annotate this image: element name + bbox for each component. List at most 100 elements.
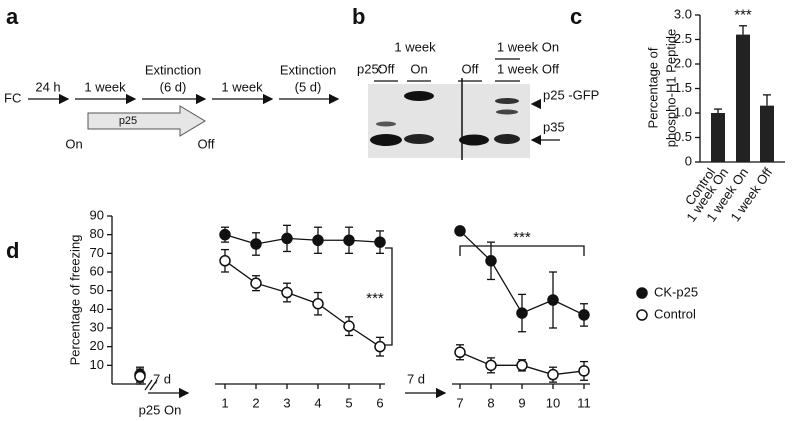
lane-label: On xyxy=(410,61,427,76)
point xyxy=(578,365,590,377)
panel-label: c xyxy=(570,4,582,29)
row-label: p25: xyxy=(357,61,382,76)
band-label: p25 -GFP xyxy=(543,87,599,102)
significance: *** xyxy=(366,290,384,307)
y-tick-label: 30 xyxy=(90,319,104,334)
x-tick-label: 5 xyxy=(345,395,352,410)
point xyxy=(281,232,293,245)
off-label: Off xyxy=(197,136,214,151)
y-tick-label: 80 xyxy=(90,226,104,241)
group-label: 1 week Off xyxy=(497,61,559,76)
x-tick-label: 11 xyxy=(577,395,591,410)
group-label: 1 week On xyxy=(497,39,559,54)
start-label: p25 On xyxy=(139,402,182,417)
x-tick-label: 3 xyxy=(283,395,290,410)
y-tick-label: 10 xyxy=(90,357,104,372)
band xyxy=(495,98,519,104)
point xyxy=(219,228,231,241)
legend-marker xyxy=(636,309,648,321)
bracket xyxy=(385,247,393,346)
point xyxy=(485,359,497,372)
point xyxy=(343,320,355,332)
point xyxy=(454,225,466,237)
point xyxy=(454,346,466,359)
band xyxy=(370,134,402,146)
y-tick-label: 2.0 xyxy=(674,55,692,70)
x-tick-label: 9 xyxy=(518,395,525,410)
y-axis-label: Percentage of xyxy=(645,47,660,128)
bracket xyxy=(459,245,585,256)
point xyxy=(134,370,146,383)
y-tick-label: 50 xyxy=(90,282,104,297)
on-label: On xyxy=(65,136,82,151)
point xyxy=(312,297,324,310)
band xyxy=(494,134,520,144)
panel-label: a xyxy=(6,4,19,29)
lane-label: Off xyxy=(377,61,394,76)
p25-arrow xyxy=(87,105,206,137)
y-tick-label: 0.5 xyxy=(674,129,692,144)
point xyxy=(516,359,528,372)
group-label: 1 week xyxy=(394,39,436,54)
y-tick-label: 70 xyxy=(90,245,104,260)
y-tick-label: 2.5 xyxy=(674,31,692,46)
point xyxy=(578,309,590,321)
bar xyxy=(760,105,774,162)
band xyxy=(404,134,434,144)
y-tick-label: 60 xyxy=(90,263,104,278)
significance: *** xyxy=(513,229,531,246)
x-tick-label: 10 xyxy=(546,395,560,410)
gap-label: 7 d xyxy=(153,371,171,386)
legend-label: Control xyxy=(654,306,696,321)
point xyxy=(281,286,293,299)
p25-label: p25 xyxy=(119,115,137,127)
step-label: Extinction xyxy=(280,62,336,77)
y-tick-label: 3.0 xyxy=(674,6,692,21)
panel-label: d xyxy=(6,238,19,263)
point xyxy=(516,307,528,319)
step-label: 1 week xyxy=(221,79,263,94)
y-tick-label: 90 xyxy=(90,207,104,222)
x-tick-label: 2 xyxy=(252,395,259,410)
series-line xyxy=(224,234,381,245)
step-label: (6 d) xyxy=(160,79,187,94)
band xyxy=(496,109,518,115)
legend-label: CK-p25 xyxy=(654,284,698,299)
band-label: p35 xyxy=(543,119,565,134)
y-tick-label: 1.5 xyxy=(674,80,692,95)
point xyxy=(374,236,386,248)
x-tick-label: 1 xyxy=(221,395,228,410)
gap-label: 7 d xyxy=(407,371,425,386)
x-tick-label: 8 xyxy=(487,395,494,410)
point xyxy=(547,368,559,381)
step-label: 24 h xyxy=(35,79,60,94)
band xyxy=(376,121,396,127)
axis-break xyxy=(144,379,158,391)
bar xyxy=(711,113,725,162)
band xyxy=(459,134,489,146)
timeline-start: FC xyxy=(4,90,21,105)
point xyxy=(250,277,262,289)
blot-image xyxy=(368,84,530,158)
y-tick-label: 20 xyxy=(90,338,104,353)
band xyxy=(404,91,434,101)
bar xyxy=(736,34,750,162)
point xyxy=(485,255,497,267)
point xyxy=(374,340,386,353)
lane-label: Off xyxy=(461,61,478,76)
y-tick-label: 0 xyxy=(685,153,692,168)
point xyxy=(250,238,262,250)
y-tick-label: 40 xyxy=(90,301,104,316)
legend-marker xyxy=(636,287,648,299)
series-line xyxy=(224,260,381,348)
step-label: (5 d) xyxy=(295,79,322,94)
panel-label: b xyxy=(352,4,365,29)
significance: *** xyxy=(734,7,752,24)
point xyxy=(312,234,324,247)
y-tick-label: 1.0 xyxy=(674,104,692,119)
x-tick-label: 4 xyxy=(314,395,321,410)
blot: 1 week 1 week On 1 week Off p25: Off On … xyxy=(357,39,599,160)
x-tick-label: 6 xyxy=(376,395,383,410)
point xyxy=(219,255,231,267)
